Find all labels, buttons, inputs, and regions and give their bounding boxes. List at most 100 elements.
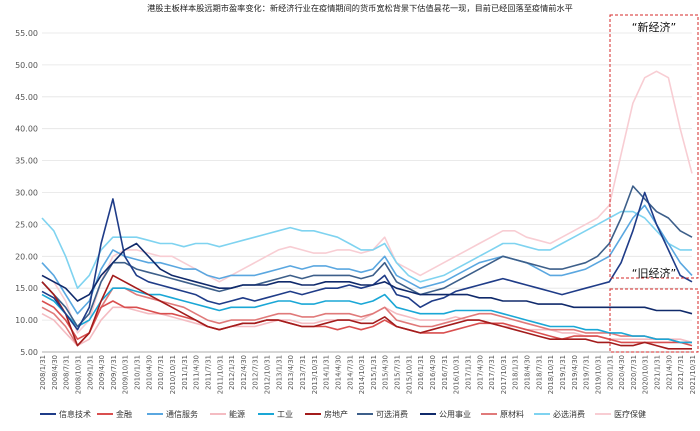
x-tick-label: 2010/7/31 — [157, 355, 165, 390]
legend: 信息技术 金融 通信服务 能源 工业 房地产 可选消费 公用事业 原材料 必选消费 医疗保健 — [40, 409, 646, 419]
y-tick-label: 30.00 — [15, 189, 38, 198]
x-tick-label: 2021/7/31 — [677, 355, 685, 390]
old-economy-box — [609, 288, 699, 353]
annotation-boxes: “新经济” “旧经济” — [609, 14, 699, 353]
series-line-5 — [41, 274, 692, 350]
legend-label: 医疗保健 — [614, 409, 646, 419]
x-tick-label: 2010/1/31 — [134, 355, 142, 390]
legend-label: 公用事业 — [439, 409, 471, 419]
y-axis: 5.00 10.00 15.00 20.00 25.00 30.00 35.00 40.00 4… — [15, 29, 38, 357]
x-tick-label: 2008/1/31 — [39, 355, 47, 390]
x-tick-label: 2019/7/31 — [583, 355, 591, 390]
x-tick-label: 2014/4/30 — [334, 355, 342, 390]
x-tick-label: 2015/1/31 — [370, 355, 378, 390]
legend-label: 工业 — [277, 409, 293, 419]
x-tick-label: 2009/10/31 — [122, 355, 130, 394]
x-tick-label: 2012/1/31 — [228, 355, 236, 390]
legend-label: 可选消费 — [376, 409, 408, 419]
x-tick-label: 2017/7/31 — [488, 355, 496, 390]
x-tick-label: 2013/4/30 — [287, 355, 295, 390]
legend-label: 能源 — [229, 409, 245, 419]
chart-title: 港股主板样本股远期市盈率变化：新经济行业在疫情期间的货币宽松背景下估值昙花一现，… — [147, 3, 573, 13]
x-tick-label: 2011/4/30 — [193, 355, 201, 390]
series-line-8 — [41, 287, 692, 347]
x-tick-label: 2011/7/31 — [204, 355, 212, 390]
series-line-4 — [41, 287, 692, 344]
x-tick-label: 2020/10/31 — [642, 355, 650, 394]
x-tick-label: 2008/4/30 — [51, 355, 59, 390]
x-tick-label: 2008/7/31 — [63, 355, 71, 390]
y-tick-label: 5.00 — [20, 348, 38, 357]
series-line-9 — [41, 210, 692, 289]
x-tick-label: 2016/10/31 — [453, 355, 461, 394]
x-tick-label: 2013/7/31 — [299, 355, 307, 390]
x-tick-label: 2016/7/31 — [441, 355, 449, 390]
y-tick-label: 55.00 — [15, 29, 38, 38]
x-tick-label: 2014/1/31 — [323, 355, 331, 390]
x-tick-label: 2016/4/30 — [429, 355, 437, 390]
x-tick-label: 2009/4/30 — [98, 355, 106, 390]
x-tick-label: 2016/1/31 — [417, 355, 425, 390]
x-tick-label: 2017/1/31 — [464, 355, 472, 390]
x-tick-label: 2020/7/31 — [630, 355, 638, 390]
series-line-2 — [41, 204, 693, 315]
x-tick-label: 2018/10/31 — [547, 355, 555, 394]
series-line-3 — [41, 306, 693, 347]
y-tick-label: 45.00 — [15, 93, 38, 102]
series-line-10 — [41, 70, 693, 334]
x-tick-label: 2019/4/30 — [571, 355, 579, 390]
y-tick-label: 10.00 — [15, 316, 38, 325]
x-tick-label: 2012/7/31 — [252, 355, 260, 390]
x-tick-label: 2019/10/31 — [594, 355, 602, 394]
x-tick-label: 2013/1/31 — [275, 355, 283, 390]
new-economy-label: “新经济” — [632, 20, 676, 34]
y-tick-label: 35.00 — [15, 157, 38, 166]
series-line-0 — [41, 191, 693, 331]
x-tick-label: 2010/10/31 — [169, 355, 177, 394]
x-tick-label: 2020/1/31 — [606, 355, 614, 390]
x-tick-label: 2011/1/31 — [181, 355, 189, 390]
x-tick-label: 2018/7/31 — [535, 355, 543, 390]
x-tick-label: 2010/4/30 — [145, 355, 153, 390]
legend-label: 信息技术 — [59, 409, 91, 419]
y-tick-label: 25.00 — [15, 220, 38, 229]
x-axis: 2008/1/31 2008/4/30 2008/7/31 2008/10/31 200… — [39, 351, 697, 394]
legend-label: 房地产 — [324, 409, 348, 419]
x-tick-label: 2021/10/31 — [689, 355, 697, 394]
x-tick-label: 2012/4/30 — [240, 355, 248, 390]
x-tick-label: 2011/10/31 — [216, 355, 224, 394]
x-tick-label: 2021/4/30 — [665, 355, 673, 390]
x-tick-label: 2009/1/31 — [86, 355, 94, 390]
series-line-1 — [41, 300, 693, 347]
x-tick-label: 2018/4/30 — [524, 355, 532, 390]
series-lines — [41, 70, 693, 350]
x-tick-label: 2013/10/31 — [311, 355, 319, 394]
new-economy-box — [609, 14, 699, 279]
legend-label: 金融 — [116, 409, 132, 419]
x-tick-label: 2018/1/31 — [512, 355, 520, 390]
x-tick-label: 2014/7/31 — [346, 355, 354, 390]
old-economy-label: “旧经济” — [632, 266, 676, 280]
x-tick-label: 2017/10/31 — [500, 355, 508, 394]
x-tick-label: 2008/10/31 — [74, 355, 82, 394]
y-tick-label: 15.00 — [15, 284, 38, 293]
y-tick-label: 20.00 — [15, 252, 38, 261]
y-tick-label: 40.00 — [15, 125, 38, 134]
x-tick-label: 2015/10/31 — [405, 355, 413, 394]
x-tick-label: 2020/4/30 — [618, 355, 626, 390]
x-tick-label: 2015/4/30 — [382, 355, 390, 390]
series-line-7 — [41, 242, 693, 315]
x-tick-label: 2019/1/31 — [559, 355, 567, 390]
legend-label: 通信服务 — [166, 409, 198, 419]
x-tick-label: 2012/10/31 — [264, 355, 272, 394]
grid — [42, 32, 692, 353]
x-tick-label: 2014/10/31 — [358, 355, 366, 394]
legend-label: 原材料 — [500, 409, 524, 419]
x-tick-label: 2015/7/31 — [394, 355, 402, 390]
y-tick-label: 50.00 — [15, 61, 38, 70]
x-tick-label: 2009/7/31 — [110, 355, 118, 390]
series-line-6 — [41, 185, 693, 328]
x-tick-label: 2021/1/31 — [654, 355, 662, 390]
